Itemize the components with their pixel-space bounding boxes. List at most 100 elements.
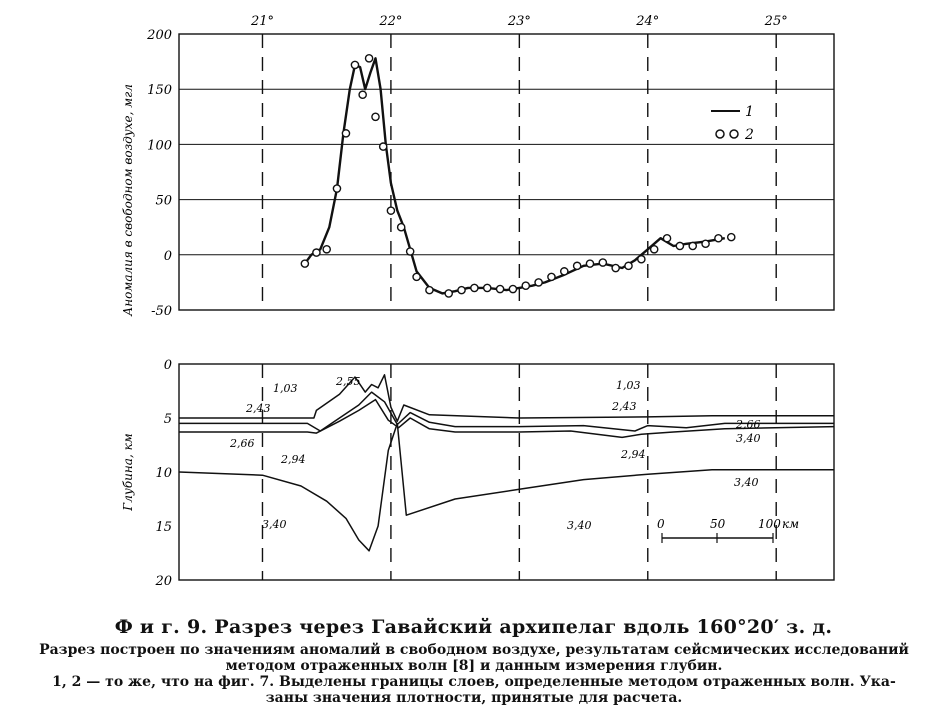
gravity-anomaly-line <box>303 57 726 295</box>
gravity-observation-point <box>649 244 659 254</box>
gravity-x-tick-label: 23° <box>507 14 531 29</box>
gravity-observation-point <box>364 53 374 63</box>
depth-y-tick-label: 15 <box>155 520 172 535</box>
gravity-observation-point <box>572 261 582 271</box>
upper-crust-boundary-line <box>179 391 834 432</box>
depth-y-axis-label: Глубина, км <box>121 433 135 511</box>
gravity-x-tick-label: 21° <box>250 14 274 29</box>
density-label: 2,55 <box>335 375 361 388</box>
gravity-observation-point <box>701 239 710 249</box>
gravity-y-tick-label: 50 <box>155 194 172 209</box>
density-label: 2,94 <box>280 453 306 466</box>
gravity-observation-point <box>470 283 479 293</box>
gravity-observation-point <box>508 284 518 294</box>
gravity-observation-point <box>624 261 633 271</box>
gravity-observation-point <box>688 241 698 251</box>
gravity-observation-point <box>396 222 406 232</box>
gravity-observation-point <box>559 267 569 276</box>
figure-caption: Разрез построен по значениям аномалий в … <box>8 642 940 706</box>
gravity-y-tick-labels: 200 150 100 50 0 -50 <box>146 28 172 319</box>
depth-y-tick-label: 0 <box>164 358 172 373</box>
density-label: 2,66 <box>735 418 761 431</box>
gravity-observation-point <box>332 184 342 193</box>
sediment-boundary-line <box>179 374 834 422</box>
gravity-observation-point <box>714 233 723 243</box>
legend-circle-symbol <box>715 129 725 139</box>
figure-title: Ф и г. 9. Разрез через Гавайский архипел… <box>114 616 833 638</box>
gravity-observation-point <box>482 283 492 293</box>
gravity-y-axis-label: Аномалия в свободном воздухе, мгл <box>121 84 135 317</box>
caption-line: Разрез построен по значениям аномалий в … <box>39 642 909 658</box>
density-label: 3,40 <box>734 476 759 489</box>
gravity-observation-point <box>457 285 466 295</box>
depth-boundaries <box>178 374 835 552</box>
depth-y-tick-label: 10 <box>155 466 172 481</box>
gravity-observation-point <box>300 259 310 268</box>
depth-y-tick-label: 5 <box>164 412 172 427</box>
density-label: 2,43 <box>245 402 271 415</box>
gravity-observation-point <box>598 258 608 267</box>
caption-line: 1, 2 — то же, что на фиг. 7. Выделены гр… <box>52 674 896 690</box>
density-label: 2,94 <box>620 448 646 461</box>
lower-crust-boundary-line <box>179 398 835 439</box>
depth-y-tick-labels: 0 5 10 15 20 <box>154 358 172 589</box>
depth-frame <box>178 363 835 581</box>
gravity-gridlines <box>179 88 834 256</box>
gravity-observation-point <box>378 142 388 151</box>
gravity-observation-point <box>425 285 434 295</box>
depth-longitude-lines <box>261 364 777 580</box>
density-label: 3,40 <box>262 518 287 531</box>
scale-bar-unit: км <box>782 517 799 531</box>
caption-line: заны значения плотности, принятые для ра… <box>265 690 683 706</box>
gravity-observation-point <box>322 244 331 254</box>
scale-bar-label-50: 50 <box>710 517 726 531</box>
gravity-x-tick-labels: 21° 22° 23° 24° 25° <box>250 14 788 29</box>
gravity-y-tick-label: 100 <box>147 138 172 153</box>
caption-line: методом отраженных волн [8] и данным изм… <box>225 658 723 674</box>
gravity-y-tick-label: 150 <box>147 83 172 98</box>
legend-key-2: 2 <box>744 127 754 143</box>
gravity-observation-point <box>534 278 543 287</box>
gravity-y-tick-label: 200 <box>146 28 172 43</box>
gravity-y-tick-label: 0 <box>164 249 172 264</box>
gravity-x-tick-label: 25° <box>764 14 788 29</box>
gravity-observation-point <box>547 272 556 282</box>
gravity-observation-point <box>358 90 367 100</box>
gravity-observation-point <box>386 206 396 215</box>
gravity-series <box>300 53 736 298</box>
gravity-y-tick-label: -50 <box>151 304 172 319</box>
density-label: 1,03 <box>273 382 298 395</box>
density-label: 2,66 <box>229 437 255 450</box>
gravity-observation-point <box>444 289 454 298</box>
gravity-observation-point <box>312 248 321 257</box>
gravity-observation-point <box>521 281 531 291</box>
moho-boundary-line <box>178 422 834 552</box>
gravity-panel: 200 150 100 50 0 -50 21° 22° 23° 24° 25° Аномалия… <box>121 14 835 319</box>
gravity-x-tick-label: 22° <box>378 14 402 29</box>
density-labels: 1,032,432,662,943,402,55 1,032,432,662,94… <box>229 375 761 532</box>
gravity-legend: 1 2 <box>711 104 754 143</box>
gravity-frame <box>178 33 835 311</box>
gravity-observation-point <box>662 233 672 243</box>
gravity-observation-point <box>611 263 620 273</box>
gravity-x-tick-label: 24° <box>635 14 659 29</box>
legend-circle-symbol <box>729 129 739 139</box>
density-label: 2,43 <box>611 400 637 413</box>
density-label: 3,40 <box>736 432 761 445</box>
gravity-observation-point <box>412 272 421 282</box>
depth-y-tick-label: 20 <box>154 574 172 589</box>
gravity-observation-point <box>341 129 351 138</box>
gravity-observation-point <box>726 232 736 242</box>
gravity-observation-point <box>371 112 380 122</box>
gravity-observation-point <box>495 284 505 294</box>
gravity-longitude-lines <box>261 34 777 310</box>
scale-bar-label-100: 100 <box>758 517 781 531</box>
legend-key-1: 1 <box>745 104 754 120</box>
gravity-observation-point <box>405 247 415 256</box>
gravity-observation-point <box>350 60 360 70</box>
density-label: 1,03 <box>616 379 641 392</box>
density-label: 3,40 <box>567 519 592 532</box>
gravity-observation-point <box>675 241 685 251</box>
